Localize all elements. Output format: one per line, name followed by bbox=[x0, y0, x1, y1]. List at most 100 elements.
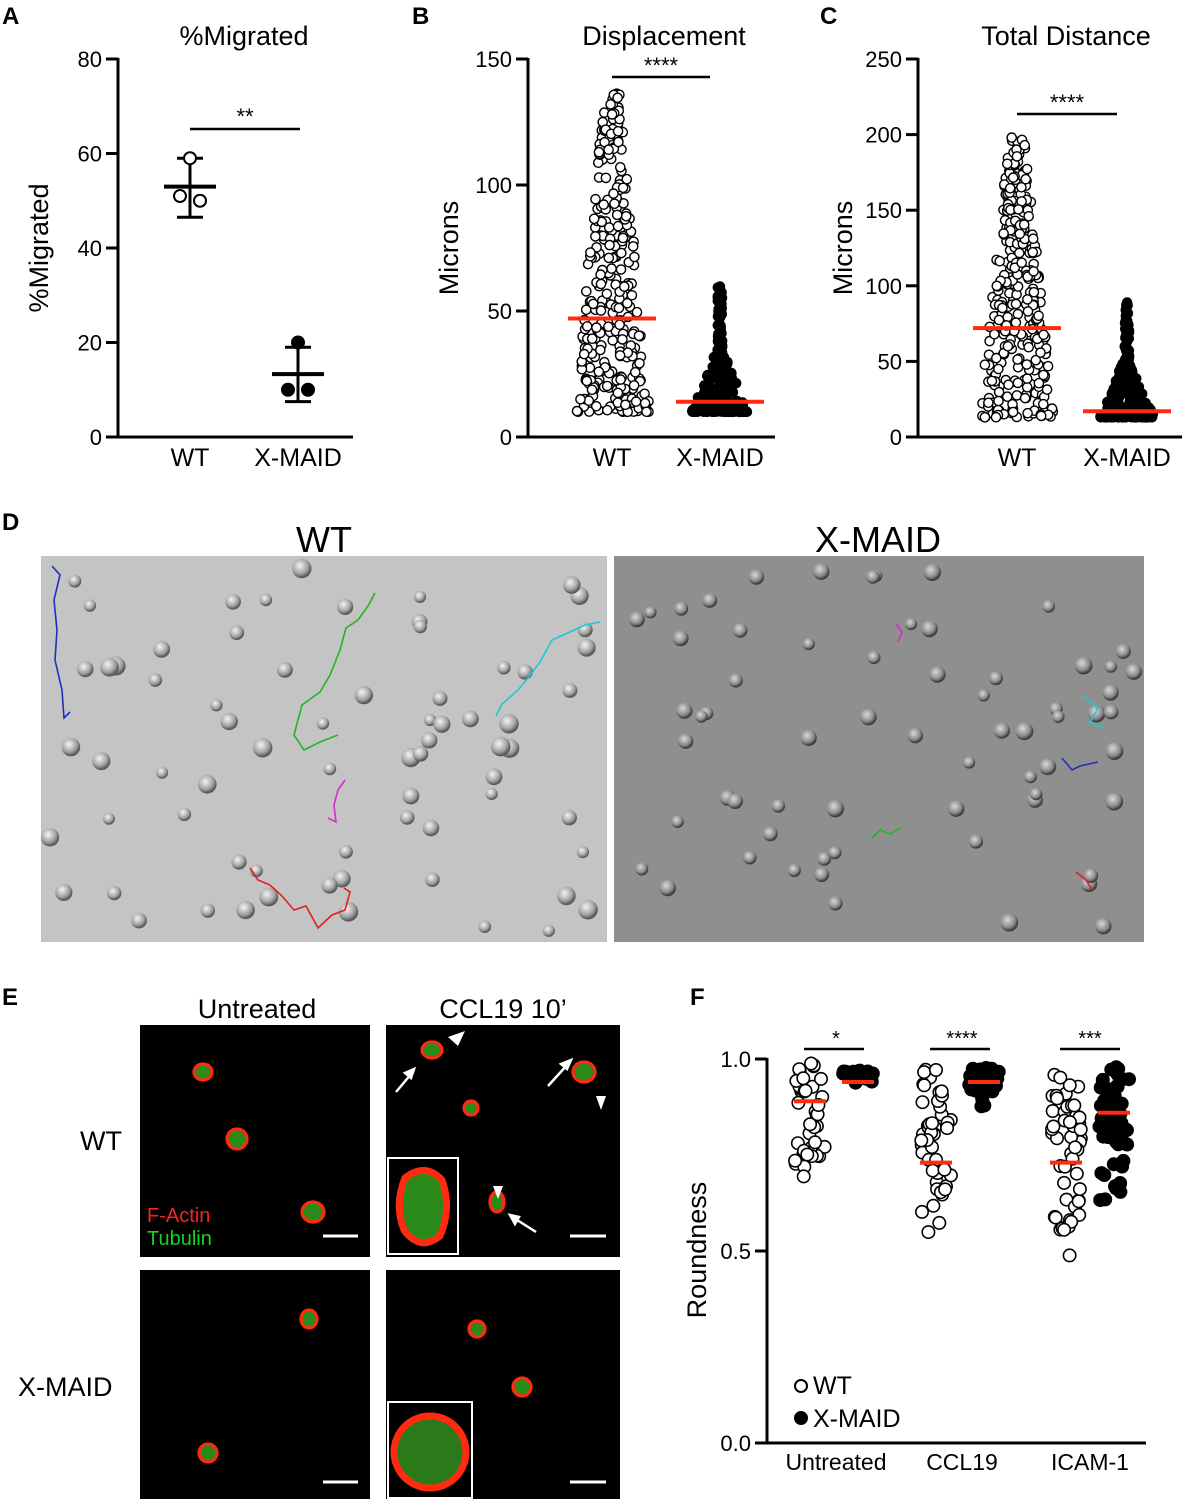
data-point bbox=[1050, 1091, 1065, 1106]
cell bbox=[413, 590, 427, 604]
fluorescent-cell bbox=[197, 1442, 219, 1464]
cell bbox=[517, 664, 533, 680]
data-point bbox=[1011, 151, 1023, 162]
data-point bbox=[1068, 1140, 1083, 1155]
chart-title: %Migrated bbox=[179, 21, 308, 51]
data-point bbox=[1045, 1104, 1060, 1119]
panel-d-title-xmaid: X-MAID bbox=[815, 519, 941, 560]
data-point bbox=[1069, 1166, 1084, 1181]
data-point bbox=[1030, 354, 1042, 366]
data-point bbox=[581, 321, 593, 332]
data-point bbox=[183, 151, 197, 166]
data-point bbox=[994, 255, 1006, 267]
data-point bbox=[1035, 347, 1046, 358]
data-point bbox=[630, 366, 641, 378]
panel-letter-c: C bbox=[820, 3, 837, 30]
chart-displacement: 0 50 100 150 Displacement Microns WT X-MAID **** bbox=[434, 21, 775, 472]
cell bbox=[702, 593, 718, 608]
cell bbox=[1083, 868, 1099, 883]
arrowhead-icon bbox=[402, 1066, 417, 1081]
significance-stars: **** bbox=[946, 1028, 977, 1050]
cell bbox=[563, 576, 581, 594]
cell bbox=[676, 702, 693, 719]
cell bbox=[200, 903, 215, 918]
data-point bbox=[606, 109, 618, 120]
data-point bbox=[603, 144, 614, 155]
legend-marker-wt bbox=[794, 1379, 808, 1393]
significance-stars: *** bbox=[1078, 1028, 1102, 1050]
data-point bbox=[639, 397, 651, 409]
data-point bbox=[614, 319, 625, 331]
cell bbox=[432, 691, 448, 706]
cell bbox=[253, 738, 273, 758]
cell bbox=[100, 657, 119, 677]
cell bbox=[629, 611, 645, 628]
cell bbox=[259, 887, 279, 907]
cell-track bbox=[895, 623, 903, 643]
data-point bbox=[1122, 352, 1133, 363]
data-point bbox=[1004, 182, 1016, 194]
cell bbox=[490, 736, 511, 757]
data-point bbox=[1116, 1121, 1131, 1136]
data-point bbox=[917, 1065, 932, 1080]
data-point bbox=[1041, 384, 1053, 395]
cell bbox=[562, 682, 578, 698]
cell bbox=[231, 854, 247, 870]
data-point bbox=[1062, 1078, 1077, 1093]
data-point bbox=[1009, 262, 1021, 274]
cell bbox=[220, 712, 238, 731]
data-point bbox=[1007, 172, 1019, 183]
row-label-xmaid: X-MAID bbox=[18, 1372, 113, 1402]
cell bbox=[728, 673, 743, 688]
y-tick-label: 40 bbox=[78, 236, 102, 261]
y-tick-label: 50 bbox=[878, 349, 902, 374]
data-point bbox=[1002, 158, 1013, 170]
data-point bbox=[604, 239, 615, 251]
cell bbox=[671, 815, 684, 828]
data-point bbox=[978, 1084, 993, 1099]
data-point bbox=[1097, 1097, 1112, 1112]
fluorescent-cell bbox=[420, 1040, 444, 1060]
data-point bbox=[613, 302, 625, 314]
cell bbox=[542, 924, 555, 937]
cell bbox=[1042, 600, 1055, 613]
cell bbox=[421, 732, 438, 749]
cell-track bbox=[327, 779, 346, 824]
cell bbox=[156, 766, 169, 779]
data-point bbox=[940, 1121, 955, 1136]
cell-track bbox=[51, 565, 71, 720]
data-point bbox=[926, 1198, 941, 1213]
data-point bbox=[1046, 1119, 1061, 1134]
fluorescent-cell bbox=[571, 1060, 597, 1084]
cell bbox=[1105, 742, 1124, 760]
y-tick-label: 0.0 bbox=[720, 1431, 751, 1456]
panel-letter-f: F bbox=[690, 984, 705, 1011]
cell bbox=[61, 737, 81, 757]
cell bbox=[77, 660, 94, 678]
data-point bbox=[612, 126, 624, 137]
cell bbox=[860, 708, 877, 726]
data-point bbox=[1013, 204, 1024, 215]
cell bbox=[225, 593, 241, 610]
cell bbox=[323, 762, 337, 776]
cell bbox=[695, 710, 708, 723]
cell bbox=[672, 630, 689, 647]
data-point bbox=[581, 375, 593, 387]
cell bbox=[210, 699, 223, 712]
data-point bbox=[606, 263, 617, 274]
data-point bbox=[1038, 398, 1049, 410]
data-point bbox=[1110, 1079, 1125, 1094]
cells-wt bbox=[40, 558, 598, 937]
data-point bbox=[613, 136, 624, 148]
significance-stars: **** bbox=[1050, 90, 1085, 115]
arrowhead-icon bbox=[507, 1213, 521, 1227]
cell bbox=[678, 733, 694, 749]
cell bbox=[635, 862, 649, 876]
cell-track bbox=[249, 867, 351, 930]
data-point bbox=[915, 1095, 930, 1110]
data-point bbox=[595, 344, 606, 356]
x-tick-label: ICAM-1 bbox=[1051, 1449, 1129, 1475]
data-point bbox=[173, 189, 187, 204]
y-axis-label: Microns bbox=[434, 201, 464, 296]
fluorescent-cell bbox=[300, 1200, 326, 1224]
